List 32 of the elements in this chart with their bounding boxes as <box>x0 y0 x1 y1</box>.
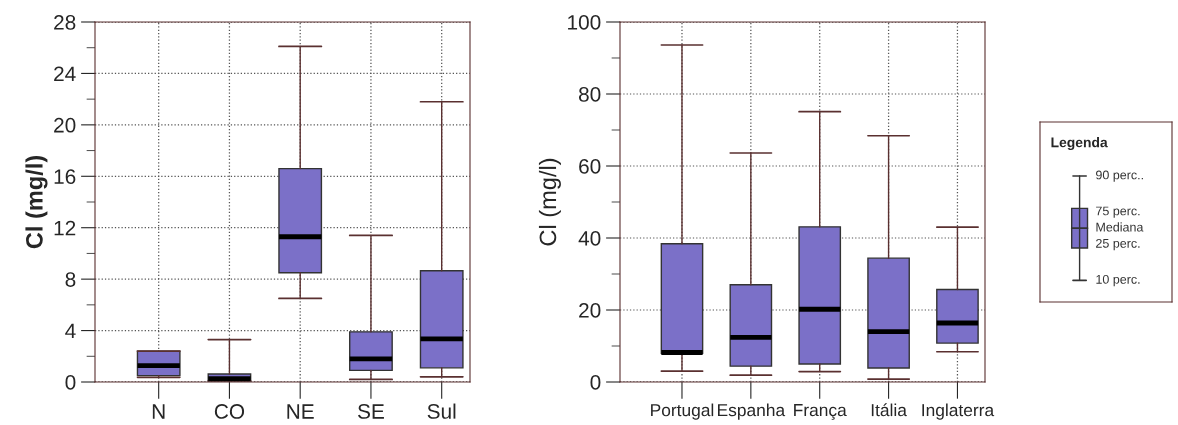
text: 25 perc. <box>1096 238 1140 251</box>
y-tick-label: 28 <box>54 15 76 30</box>
x-tick-label: Portugal <box>651 403 714 420</box>
y-tick-label: 40 <box>578 231 601 246</box>
x-tick-label: Sul <box>427 403 456 419</box>
y-tick-label: 80 <box>578 87 601 102</box>
text: Mediana <box>1096 222 1144 232</box>
y-axis-title: Cl (mg/l) <box>25 155 48 249</box>
y-axis-title: Cl (mg/l) <box>538 158 561 246</box>
x-tick-label: Inglaterra <box>922 403 995 420</box>
x-tick-label: SE <box>357 404 384 419</box>
x-tick-label: Itália <box>871 403 907 417</box>
y-tick-label: 0 <box>65 375 76 390</box>
y-tick-label: 12 <box>54 220 76 236</box>
text: 90 perc.. <box>1096 170 1143 182</box>
y-tick-label: 4 <box>65 323 76 339</box>
text: 75 perc. <box>1096 206 1140 218</box>
y-tick-label: 0 <box>590 375 601 390</box>
y-tick-label: 100 <box>568 15 601 30</box>
text: 10 perc. <box>1096 274 1140 287</box>
x-tick-label: N <box>152 404 165 419</box>
y-tick-label: 60 <box>579 159 601 174</box>
y-tick-label: 20 <box>54 117 76 133</box>
y-tick-label: 20 <box>579 303 601 318</box>
y-tick-label: 8 <box>65 272 76 287</box>
x-tick-label: França <box>794 404 847 420</box>
y-tick-label: 24 <box>54 66 76 81</box>
x-tick-label: Espanha <box>718 403 786 420</box>
x-tick-label: CO <box>214 404 245 419</box>
x-tick-label: NE <box>287 404 314 419</box>
y-tick-label: 16 <box>54 169 76 185</box>
text: Legenda <box>1051 137 1108 151</box>
